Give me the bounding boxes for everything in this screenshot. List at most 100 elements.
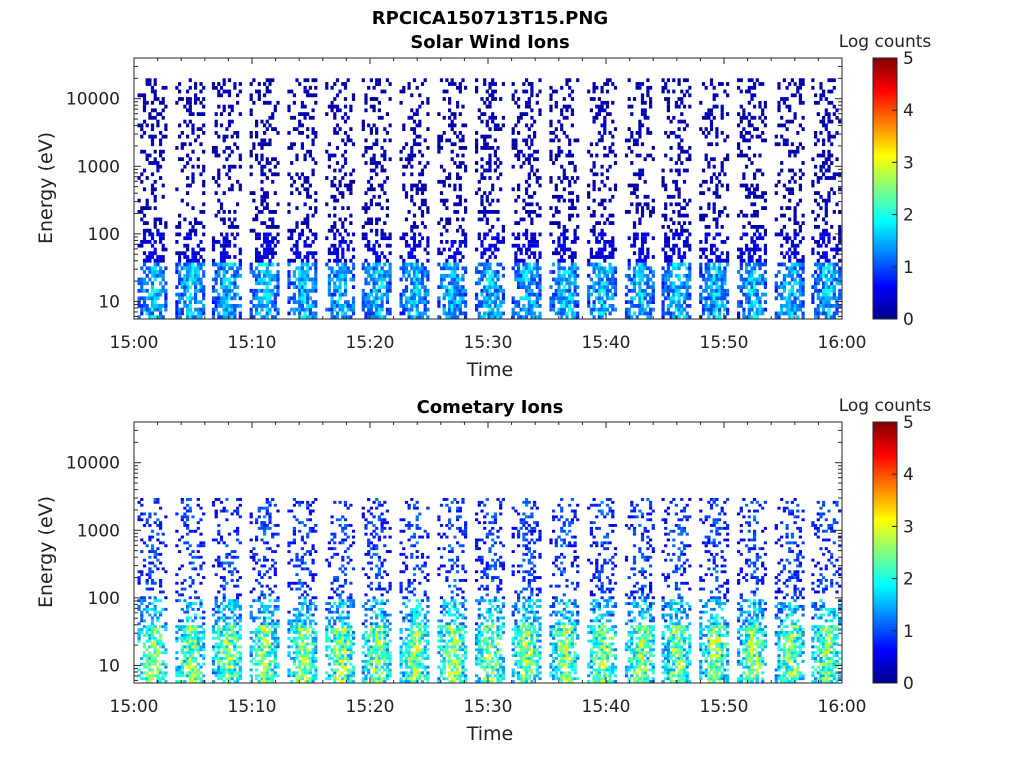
heatmap-cell xyxy=(142,104,147,109)
heatmap-cell xyxy=(811,78,815,83)
heatmap-cell xyxy=(827,311,831,316)
heatmap-cell xyxy=(153,251,157,256)
heatmap-cell xyxy=(377,262,381,267)
heatmap-cell xyxy=(643,288,647,293)
heatmap-cell xyxy=(570,255,574,259)
heatmap-cell xyxy=(456,164,460,169)
heatmap-cell xyxy=(273,225,277,229)
heatmap-cell xyxy=(753,176,757,180)
heatmap-cell xyxy=(225,300,229,304)
heatmap-cell xyxy=(351,255,356,259)
heatmap-cell xyxy=(562,307,566,312)
heatmap-cell xyxy=(300,142,304,147)
heatmap-cell xyxy=(560,243,564,248)
heatmap-cell xyxy=(418,104,422,109)
heatmap-cell xyxy=(672,221,676,225)
heatmap-cell xyxy=(191,172,195,177)
heatmap-cell xyxy=(511,164,515,169)
heatmap-cell xyxy=(568,183,572,188)
heatmap-cell xyxy=(718,273,722,278)
heatmap-cell xyxy=(570,108,574,113)
heatmap-cell xyxy=(704,277,708,282)
heatmap-cell xyxy=(801,277,805,282)
heatmap-cell xyxy=(549,138,553,143)
heatmap-cell xyxy=(527,311,531,316)
heatmap-cell xyxy=(745,285,749,289)
heatmap-cell xyxy=(522,206,526,210)
heatmap-cell xyxy=(718,232,722,237)
heatmap-cell xyxy=(632,236,637,241)
heatmap-cell xyxy=(674,266,678,271)
heatmap-cell xyxy=(380,251,384,256)
heatmap-cell xyxy=(222,243,226,248)
heatmap-cell xyxy=(420,221,425,225)
heatmap-cell xyxy=(682,149,687,154)
heatmap-cell xyxy=(230,164,234,169)
heatmap-cell xyxy=(461,217,465,222)
heatmap-cell xyxy=(565,78,569,83)
heatmap-cell xyxy=(664,285,668,289)
heatmap-cell xyxy=(175,187,179,192)
heatmap-cell xyxy=(816,202,820,207)
heatmap-cell xyxy=(273,273,277,278)
heatmap-cell xyxy=(704,179,708,184)
heatmap-cell xyxy=(522,138,526,143)
heatmap-cell xyxy=(517,243,521,248)
heatmap-cell xyxy=(178,225,182,229)
heatmap-cell xyxy=(442,262,446,267)
heatmap-cell xyxy=(630,277,634,282)
heatmap-cell xyxy=(814,100,818,105)
heatmap-cell xyxy=(412,112,417,116)
heatmap-cell xyxy=(496,198,500,203)
heatmap-cell xyxy=(707,131,711,135)
heatmap-cell xyxy=(420,210,425,214)
heatmap-cell xyxy=(191,258,195,263)
heatmap-cell xyxy=(335,198,340,203)
heatmap-cell xyxy=(196,300,200,304)
heatmap-cell xyxy=(255,251,259,256)
heatmap-cell xyxy=(533,172,537,177)
heatmap-cell xyxy=(415,142,419,147)
heatmap-cell xyxy=(782,78,786,83)
heatmap-cell xyxy=(385,236,389,241)
heatmap-cell xyxy=(377,82,381,86)
heatmap-cell xyxy=(260,198,264,203)
heatmap-cell xyxy=(651,288,655,293)
heatmap-cell xyxy=(445,288,449,293)
heatmap-cell xyxy=(830,270,834,274)
heatmap-cell xyxy=(485,262,489,267)
heatmap-cell xyxy=(816,273,820,278)
heatmap-cell xyxy=(632,311,637,316)
heatmap-cell xyxy=(156,304,160,308)
heatmap-cell xyxy=(597,292,601,297)
heatmap-cell xyxy=(153,206,157,210)
heatmap-cell xyxy=(211,146,216,150)
heatmap-cell xyxy=(651,285,655,289)
heatmap-cell xyxy=(271,240,275,244)
heatmap-cell xyxy=(798,168,802,173)
heatmap-cell xyxy=(349,240,353,244)
heatmap-cell xyxy=(453,142,457,147)
heatmap-cell xyxy=(562,258,566,263)
heatmap-cell xyxy=(412,277,417,282)
heatmap-cell xyxy=(562,285,566,289)
heatmap-cell xyxy=(303,300,307,304)
heatmap-cell xyxy=(600,232,604,237)
heatmap-cell xyxy=(530,210,534,214)
heatmap-cell xyxy=(835,311,839,316)
heatmap-cell xyxy=(493,168,497,173)
heatmap-cell xyxy=(303,281,307,286)
heatmap-cell xyxy=(519,281,523,286)
heatmap-cell xyxy=(538,89,542,94)
heatmap-cell xyxy=(137,123,141,128)
heatmap-cell xyxy=(592,307,596,312)
heatmap-cell xyxy=(375,300,379,304)
heatmap-cell xyxy=(249,172,253,177)
heatmap-cell xyxy=(552,213,556,218)
heatmap-cell xyxy=(822,270,826,274)
heatmap-cell xyxy=(533,191,537,195)
heatmap-cell xyxy=(249,134,253,139)
heatmap-cell xyxy=(159,240,163,244)
heatmap-cell xyxy=(311,262,315,267)
heatmap-cell xyxy=(271,115,275,120)
